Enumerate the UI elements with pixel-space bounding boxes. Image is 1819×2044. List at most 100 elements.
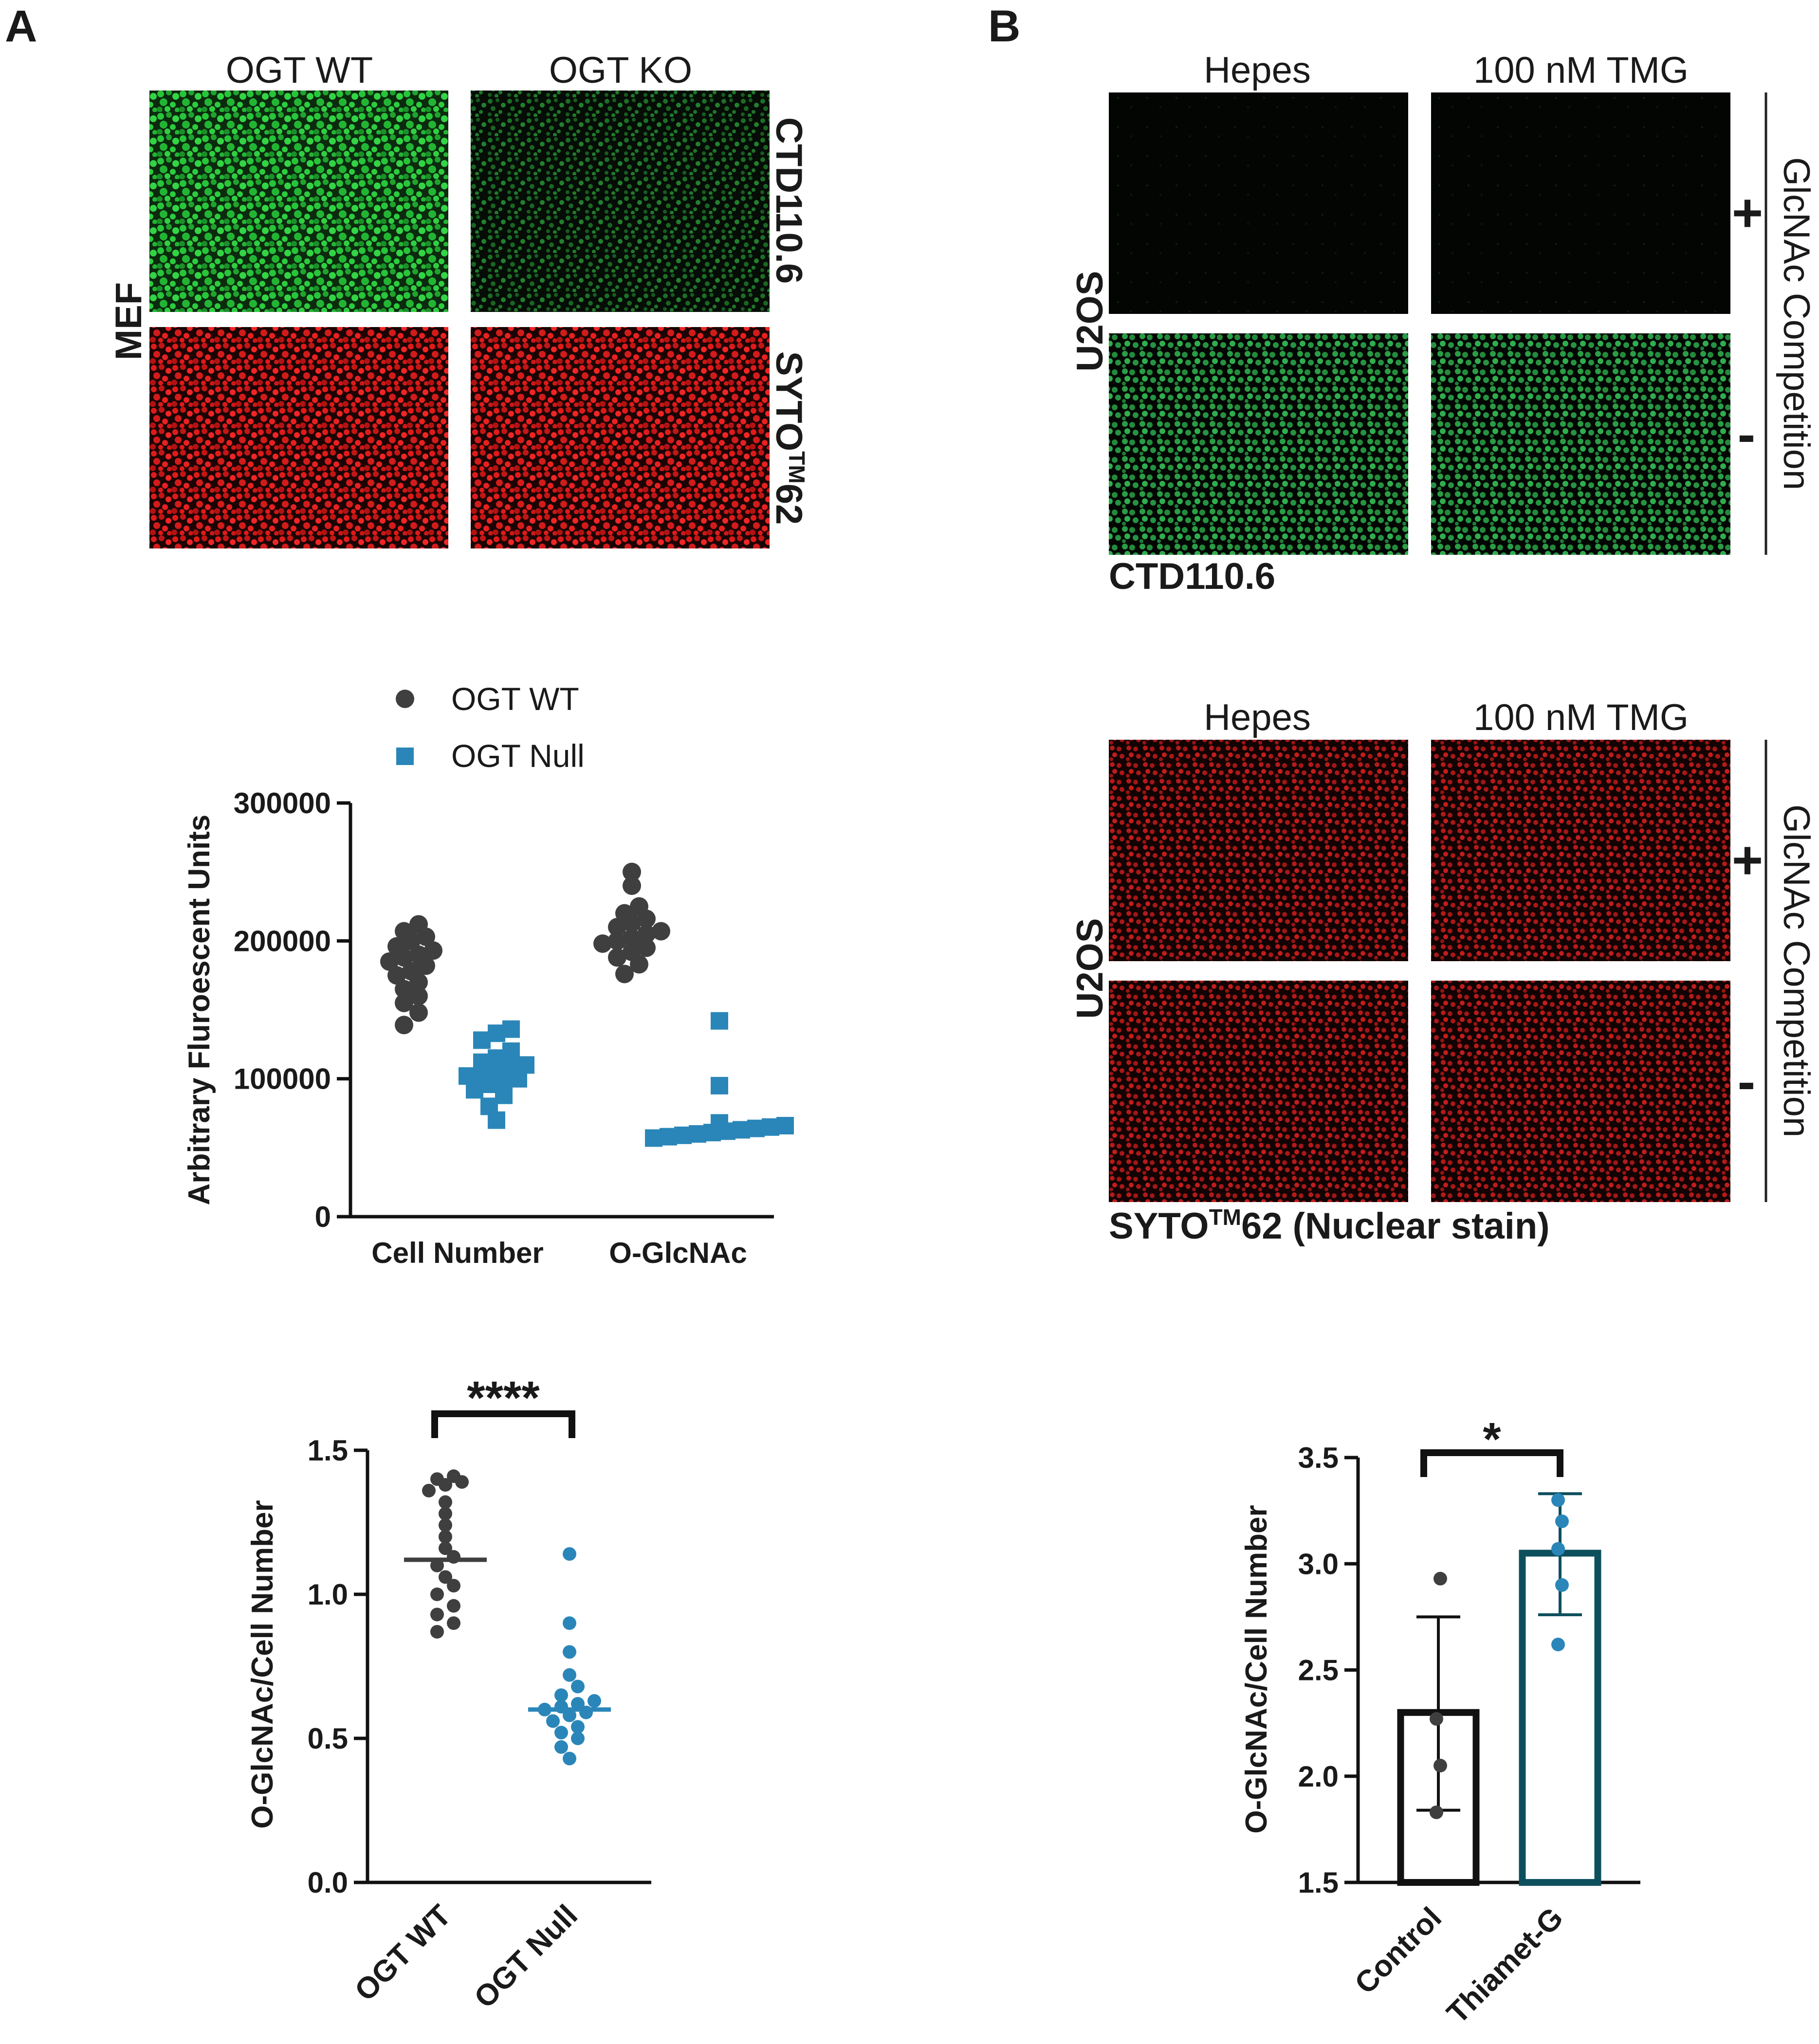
- b-bottom-col-hepes: Hepes: [1204, 697, 1311, 738]
- c1-point-0-0-4: [395, 980, 413, 999]
- col-header-ogt-ko: OGT KO: [549, 50, 692, 91]
- legend-label-null: OGT Null: [451, 738, 585, 774]
- c2-point-0-3: [447, 1599, 460, 1613]
- c2-point-1-12: [554, 1688, 568, 1702]
- c3-point-1-1: [1555, 1578, 1569, 1592]
- c2-point-0-12: [439, 1507, 452, 1521]
- c1-y-tick-label-3: 300000: [234, 787, 331, 820]
- c3-point-1-4: [1551, 1493, 1565, 1507]
- b-top-row-label: U2OS: [1069, 271, 1111, 372]
- c1-point-1-0-14: [502, 1042, 520, 1060]
- b-bottom-side-label: GlcNAc Competition: [1776, 804, 1817, 1137]
- c1-y-tick-label-1: 100000: [234, 1063, 331, 1095]
- c1-point-1-1-11: [711, 1077, 728, 1095]
- c1-y-label: Arbitrary Fluroescent Units: [183, 815, 216, 1205]
- c1-point-0-1-7: [623, 929, 641, 948]
- c3-y-tick-label-1: 2.0: [1298, 1760, 1339, 1793]
- c1-points: [380, 862, 794, 1147]
- c2-point-0-17: [430, 1472, 444, 1486]
- micrograph-u2os-tmg-plus-ctd: [1431, 92, 1730, 314]
- syto-sup: TM: [784, 451, 809, 483]
- c2-point-1-5: [546, 1714, 560, 1728]
- c2-point-0-7: [430, 1558, 444, 1572]
- c1-point-0-1-0: [615, 965, 634, 984]
- c3-x-tick-thiamet-g: Thiamet-G: [1440, 1901, 1570, 2030]
- c1-point-0-0-9: [380, 952, 399, 971]
- c2-point-0-11: [439, 1518, 452, 1532]
- c2-point-1-10: [571, 1697, 585, 1711]
- micrograph-u2os-hepes-plus-ctd: [1109, 92, 1408, 314]
- c2-significance-bracket: [431, 1410, 575, 1438]
- c1-point-0-1-16: [623, 862, 641, 881]
- row-label-mef: MEF: [108, 282, 149, 360]
- micrograph-mef-ko-ctd: [471, 91, 770, 312]
- c1-point-0-0-3: [409, 986, 428, 1005]
- c1-point-1-0-17: [502, 1020, 520, 1038]
- c1-point-0-0-6: [387, 966, 406, 985]
- c3-point-1-3: [1555, 1514, 1569, 1528]
- c2-point-0-18: [447, 1469, 460, 1483]
- panel-a-letter: A: [5, 1, 37, 51]
- c1-point-0-1-5: [593, 934, 612, 953]
- b-caption-sup: TM: [1209, 1204, 1241, 1230]
- c2-point-1-0: [563, 1752, 576, 1766]
- c1-y-tick-label-2: 200000: [234, 925, 331, 957]
- chart-ratio-scatter: O-GlcNAc/Cell Number 0.0 0.5 1.0 1.5 OGT WT…: [246, 1372, 651, 2015]
- b-top-caption: CTD110.6: [1109, 556, 1275, 597]
- b-top-plus: +: [1732, 183, 1763, 243]
- c2-point-0-13: [439, 1495, 452, 1509]
- c2-x-tick-ogt-null: OGT Null: [468, 1898, 584, 2015]
- micrograph-u2os-tmg-minus-syto: [1431, 981, 1730, 1202]
- c2-point-0-6: [439, 1570, 452, 1584]
- c2-point-1-16: [563, 1616, 576, 1630]
- c3-y-tick-label-0: 1.5: [1298, 1866, 1339, 1899]
- c3-point-0-3: [1433, 1571, 1447, 1586]
- panel-b-letter: B: [988, 1, 1020, 51]
- b-bottom-caption: SYTOTM62 (Nuclear stain): [1109, 1204, 1550, 1247]
- micrograph-u2os-hepes-minus-ctd: [1109, 333, 1408, 555]
- b-top-col-hepes: Hepes: [1204, 50, 1311, 91]
- c3-y-tick-label-4: 3.5: [1298, 1442, 1339, 1474]
- c3-x-tick-control: Control: [1348, 1901, 1448, 2001]
- c2-x-tick-ogt-wt: OGT WT: [349, 1898, 458, 2008]
- b-bottom-col-tmg: 100 nM TMG: [1473, 697, 1689, 738]
- b-bottom-row-label: U2OS: [1069, 918, 1111, 1019]
- c1-point-0-0-13: [387, 937, 406, 956]
- c1-x-tick-cell-number: Cell Number: [371, 1237, 543, 1269]
- syto-main: SYTO: [768, 351, 809, 452]
- c2-point-0-5: [447, 1579, 460, 1593]
- c3-significance-label: *: [1483, 1413, 1501, 1465]
- c2-point-0-2: [430, 1607, 444, 1622]
- c2-point-0-0: [430, 1624, 444, 1639]
- c1-point-0-1-14: [630, 897, 648, 916]
- c1-point-0-0-0: [395, 1016, 413, 1035]
- c1-y-tick-label-0: 0: [315, 1201, 331, 1233]
- c1-point-0-1-4: [637, 938, 656, 957]
- c1-point-0-1-8: [637, 925, 656, 944]
- c1-point-0-0-1: [409, 1003, 428, 1022]
- b-caption-tail: 62 (Nuclear stain): [1241, 1205, 1550, 1247]
- c1-point-0-0-7: [402, 962, 421, 981]
- micrograph-mef-ko-syto: [471, 327, 770, 548]
- c3-point-1-0: [1551, 1638, 1565, 1652]
- c2-point-1-17: [563, 1547, 576, 1561]
- syto-tail: 62: [768, 484, 809, 525]
- micrograph-u2os-hepes-minus-syto: [1109, 981, 1408, 1202]
- col-header-ogt-wt: OGT WT: [226, 50, 373, 91]
- c1-point-0-0-11: [409, 945, 428, 964]
- chart-afu-scatter: Arbitrary Fluroescent Units 0 100000 20000…: [183, 787, 794, 1269]
- c1-point-0-0-12: [424, 941, 442, 960]
- micrograph-u2os-tmg-plus-syto: [1431, 740, 1730, 961]
- chart-ratio-bars: O-GlcNAc/Cell Number 1.5 2.0 2.5 3.0 3.5 Con…: [1240, 1413, 1640, 2030]
- c2-y-tick-label-0: 0.0: [308, 1866, 348, 1899]
- micrograph-mef-wt-syto: [149, 327, 448, 548]
- right-label-ctd: CTD110.6: [768, 117, 809, 284]
- c3-point-1-2: [1551, 1542, 1565, 1556]
- c2-point-1-11: [588, 1694, 601, 1708]
- c1-point-0-0-17: [409, 915, 428, 934]
- micrograph-mef-wt-ctd: [149, 91, 448, 312]
- c1-point-1-1-10: [711, 1114, 728, 1132]
- legend-marker-null: [396, 748, 414, 765]
- right-label-syto: SYTOTM62: [768, 351, 809, 525]
